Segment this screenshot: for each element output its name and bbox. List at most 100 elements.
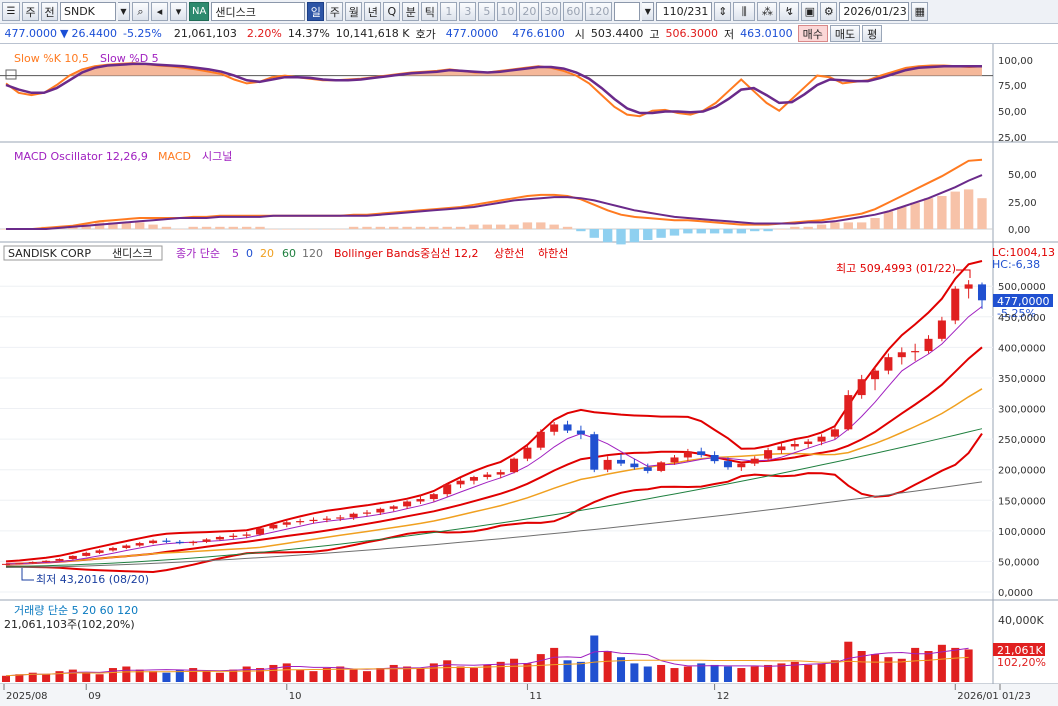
volume-bar — [523, 663, 532, 682]
candle-body — [95, 550, 104, 553]
candle-body — [82, 552, 91, 556]
macd-tick-25: 25,00 — [1008, 198, 1037, 209]
price-tick-450: 450,0000 — [998, 313, 1046, 324]
volume-bar — [790, 661, 799, 682]
candle-body — [937, 320, 946, 339]
volume-note: 21,061,103주(102,20%) — [4, 618, 135, 631]
candle-body — [897, 352, 906, 358]
volume-bar — [536, 654, 545, 682]
custom-period-input[interactable] — [614, 2, 641, 21]
x-axis-bar — [0, 684, 1058, 706]
minute-120-button[interactable]: 120 — [585, 2, 613, 21]
symbol-dropdown-icon[interactable]: ▼ — [118, 2, 130, 21]
volume-bar — [777, 663, 786, 682]
macd-osc-bar — [268, 229, 279, 230]
volume-bar — [576, 661, 585, 682]
macd-osc-bar — [856, 222, 867, 229]
period-week-button[interactable]: 주 — [326, 2, 344, 21]
minute-5-button[interactable]: 5 — [478, 2, 496, 21]
volume-bar — [1, 675, 11, 682]
minute-60-button[interactable]: 60 — [563, 2, 584, 21]
volume-bar — [215, 672, 224, 682]
volume-bar — [510, 658, 519, 682]
bb-upper-label: 상한선 — [494, 247, 524, 260]
volume-bar — [911, 647, 920, 682]
price-tick-100: 100,0000 — [998, 527, 1046, 538]
volume-bar — [256, 668, 265, 682]
volume-bar — [202, 671, 211, 682]
macd-osc-bar — [643, 229, 653, 240]
x-label-4: 12 — [717, 691, 730, 702]
eval-button[interactable]: 평 — [862, 25, 883, 42]
symbol-input[interactable]: SNDK — [60, 2, 116, 21]
volume-ratio: 2.20% — [246, 27, 282, 40]
candle-body — [563, 424, 572, 431]
count-field[interactable]: 110/231 — [656, 2, 713, 21]
macd-osc-bar — [763, 229, 773, 232]
candle-body — [282, 522, 291, 525]
quote-bar: 477.0000 ▼ 26.4400 -5.25% 21,061,103 2.2… — [0, 24, 1058, 44]
macd-line — [6, 158, 983, 230]
period-month-button[interactable]: 월 — [345, 2, 363, 21]
macd-tick-50: 50,00 — [1008, 170, 1037, 181]
scroll-step-icon[interactable]: ⇕ — [714, 2, 732, 21]
prev-symbol-icon[interactable]: ◂ — [151, 2, 168, 21]
high-note: 최고 509,4993 (01/22) — [836, 262, 956, 275]
next-symbol-icon[interactable]: ▾ — [170, 2, 187, 21]
candle-body — [951, 288, 960, 321]
minute-20-button[interactable]: 20 — [519, 2, 540, 21]
mode-button-2[interactable]: 전 — [41, 2, 58, 21]
macd-osc-bar — [870, 218, 880, 229]
macd-osc-bar — [669, 229, 680, 236]
calendar-icon[interactable]: ▦ — [911, 2, 929, 21]
minute-1-button[interactable]: 1 — [440, 2, 458, 21]
candle-body — [536, 431, 545, 448]
period-tick-button[interactable]: 틱 — [421, 2, 439, 21]
period-year-button[interactable]: 년 — [364, 2, 382, 21]
stoch-tick-50: 50,00 — [998, 107, 1027, 118]
macd-osc-bar — [629, 229, 640, 243]
search-icon[interactable]: ⌕ — [132, 2, 149, 21]
gear-icon[interactable]: ⚙ — [820, 2, 838, 21]
minute-3-button[interactable]: 3 — [459, 2, 477, 21]
macd-osc-bar — [322, 229, 332, 230]
period-minute-button[interactable]: 분 — [402, 2, 420, 21]
volume-bar — [483, 664, 492, 682]
volume-bar — [82, 672, 91, 682]
period-day-button[interactable]: 일 — [307, 2, 325, 21]
volume-bar — [175, 669, 184, 682]
chart-area[interactable]: Slow %K 10,5 Slow %D 5 100,00 75,00 50,0… — [0, 44, 1058, 706]
buy-button[interactable]: 매수 — [797, 25, 828, 42]
volume-bar — [28, 672, 37, 682]
volume-bar — [603, 651, 612, 682]
x-label-0: 2025/08 — [6, 691, 48, 702]
bb-lower-label: 하한선 — [538, 246, 568, 260]
candle-body — [349, 513, 358, 518]
macd-osc-bar — [94, 222, 105, 229]
mode-button-1[interactable]: 주 — [22, 2, 39, 21]
sell-button[interactable]: 매도 — [829, 25, 861, 42]
candle-body — [215, 536, 224, 540]
current-price: 477.0000 — [4, 27, 58, 40]
draw-icon[interactable]: ↯ — [779, 2, 800, 21]
date-field[interactable]: 2026/01/23 — [839, 2, 910, 21]
symbol-name-field[interactable]: 샌디스크 — [211, 2, 306, 21]
period-quarter-button[interactable]: Q — [383, 2, 401, 21]
candle-body — [657, 462, 666, 471]
minute-30-button[interactable]: 30 — [541, 2, 562, 21]
custom-period-dropdown-icon[interactable]: ▼ — [642, 2, 655, 21]
x-label-2: 10 — [289, 691, 302, 702]
compare-icon[interactable]: ⁂ — [757, 2, 778, 21]
volume-bar — [416, 668, 425, 682]
chart-type-icon[interactable]: ⫼ — [733, 2, 756, 21]
volume-ma20-line — [5, 656, 969, 677]
candle-body — [389, 506, 398, 509]
save-icon[interactable]: ▣ — [801, 2, 819, 21]
minute-10-button[interactable]: 10 — [497, 2, 518, 21]
volume-last-pct: 102,20% — [997, 656, 1046, 669]
volume-bar — [376, 668, 385, 682]
list-toggle-button[interactable]: ☰ — [2, 2, 20, 21]
open-value: 503.4400 — [590, 27, 644, 40]
stoch-settings-icon[interactable] — [5, 69, 17, 80]
change-percent: -5.25% — [122, 27, 162, 40]
